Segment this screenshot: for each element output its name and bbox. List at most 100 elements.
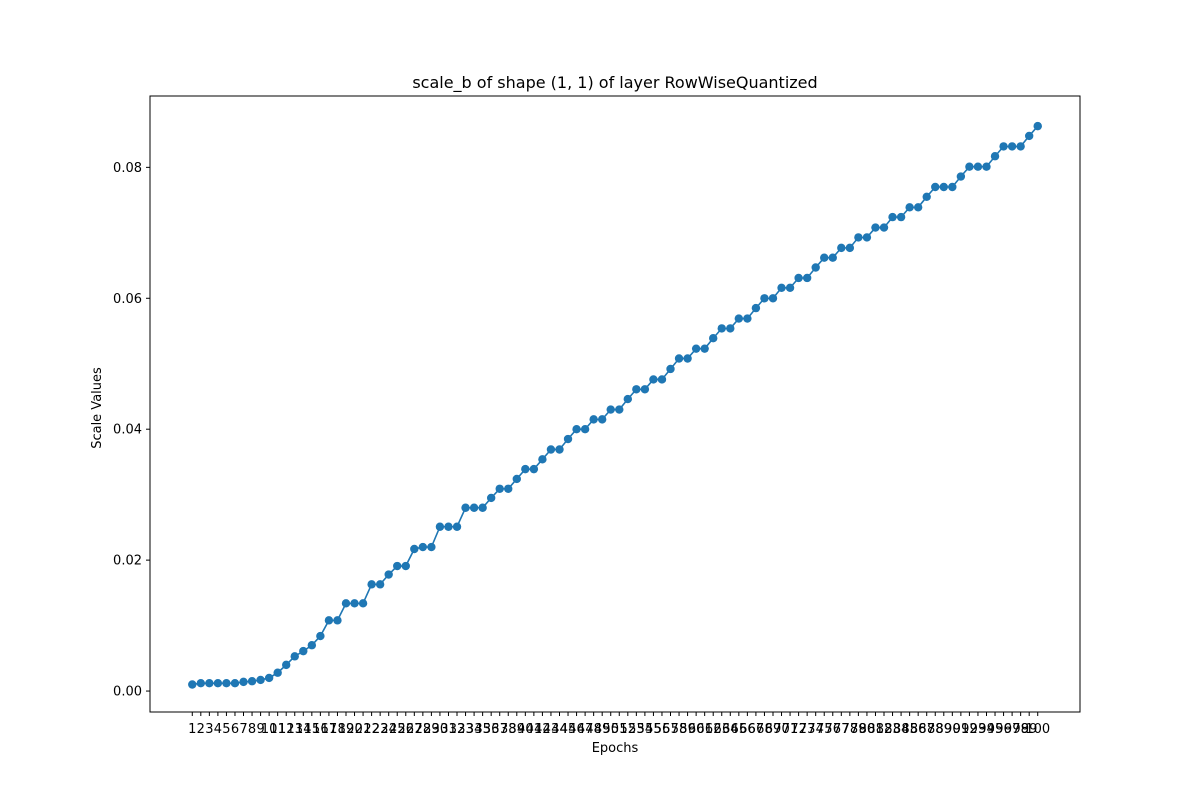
- x-tick-label: 52: [620, 722, 637, 737]
- data-point: [384, 570, 393, 579]
- data-point: [580, 425, 590, 434]
- x-tick-label: 47: [577, 722, 594, 737]
- data-point: [990, 152, 1000, 161]
- x-tick-label: 73: [799, 722, 816, 737]
- x-tick-label: 7: [239, 722, 247, 737]
- x-tick-label: 32: [449, 722, 466, 737]
- series-line: [192, 125, 1039, 686]
- data-point: [632, 385, 641, 394]
- data-point: [854, 233, 863, 242]
- x-tick-label: 100: [1025, 722, 1050, 737]
- data-point: [393, 561, 402, 571]
- x-tick-label: 76: [824, 722, 841, 737]
- data-point: [743, 314, 752, 323]
- x-tick-label: 29: [423, 722, 440, 737]
- x-tick-label: 72: [790, 722, 807, 737]
- x-tick-label: 58: [671, 722, 688, 737]
- x-tick-label: 92: [961, 722, 978, 737]
- data-point: [324, 616, 334, 625]
- data-point: [794, 273, 803, 283]
- x-tick-label: 26: [397, 722, 414, 737]
- data-point: [572, 425, 581, 434]
- data-point: [802, 273, 812, 283]
- data-point: [239, 677, 248, 687]
- data-point: [546, 445, 556, 454]
- data-point: [922, 192, 931, 202]
- data-point: [273, 668, 282, 677]
- x-tick-label: 9: [256, 722, 264, 737]
- x-tick-label: 51: [611, 722, 628, 737]
- x-tick-label: 95: [987, 722, 1004, 737]
- x-tick-label: 34: [466, 722, 483, 737]
- data-point: [820, 253, 829, 262]
- data-point: [973, 162, 983, 171]
- x-tick-label: 85: [901, 722, 918, 737]
- data-point: [1033, 121, 1042, 131]
- data-point: [350, 599, 359, 608]
- plot-area: 0.000.020.040.060.081 2 3 4 5 6 7 8 910111213141…: [113, 95, 1081, 737]
- x-tick-label: 63: [713, 722, 730, 737]
- data-point: [666, 364, 675, 374]
- x-tick-label: 38: [500, 722, 517, 737]
- data-point: [871, 223, 880, 232]
- x-tick-label: 90: [944, 722, 961, 737]
- data-point: [469, 503, 479, 512]
- x-tick-label: 56: [654, 722, 671, 737]
- data-point: [691, 344, 701, 353]
- x-tick-label: 70: [773, 722, 790, 737]
- x-tick-label: 17: [321, 722, 338, 737]
- y-tick-label: 0.04: [113, 423, 142, 438]
- data-point: [563, 434, 573, 444]
- data-point: [888, 212, 897, 222]
- data-point: [196, 678, 206, 688]
- x-tick-label: 25: [389, 722, 406, 737]
- x-axis-label: Epochs: [592, 741, 639, 756]
- data-point: [905, 203, 914, 212]
- data-point: [913, 203, 923, 212]
- data-point: [401, 561, 410, 571]
- x-tick-label: 2: [197, 722, 205, 737]
- x-tick-label: 13: [286, 722, 303, 737]
- data-point: [734, 314, 744, 323]
- data-point: [683, 354, 692, 363]
- data-point: [333, 616, 342, 625]
- x-tick-label: 10: [261, 722, 278, 737]
- data-point: [845, 243, 855, 253]
- x-tick-label: 23: [372, 722, 389, 737]
- data-point: [290, 652, 299, 661]
- data-point: [213, 678, 223, 688]
- data-point: [982, 162, 991, 171]
- x-tick-label: 40: [517, 722, 534, 737]
- x-tick-label: 41: [526, 722, 543, 737]
- data-point: [700, 344, 709, 353]
- y-axis-label: Scale Values: [90, 367, 105, 449]
- x-tick-label: 21: [355, 722, 372, 737]
- x-tick-label: 42: [534, 722, 551, 737]
- data-point: [367, 580, 376, 589]
- data-point: [999, 142, 1008, 151]
- x-tick-label: 91: [953, 722, 970, 737]
- data-point: [418, 542, 428, 552]
- data-point: [726, 324, 735, 333]
- data-point: [589, 415, 598, 424]
- x-tick-label: 1: [188, 722, 196, 737]
- data-point: [717, 324, 726, 333]
- data-point: [751, 303, 761, 313]
- data-point: [316, 631, 325, 641]
- y-tick-label: 0.02: [113, 554, 142, 569]
- x-tick-label: 89: [936, 722, 953, 737]
- data-point: [1024, 131, 1034, 141]
- data-point: [282, 660, 291, 670]
- data-point: [948, 182, 957, 192]
- x-tick-label: 35: [474, 722, 491, 737]
- x-tick-label: 57: [662, 722, 679, 737]
- x-tick-label: 33: [457, 722, 474, 737]
- data-point: [649, 375, 658, 384]
- x-tick-label: 46: [568, 722, 585, 737]
- x-tick-label: 11: [269, 722, 286, 737]
- x-tick-label: 5: [222, 722, 230, 737]
- x-tick-label: 68: [756, 722, 773, 737]
- x-tick-label: 27: [406, 722, 423, 737]
